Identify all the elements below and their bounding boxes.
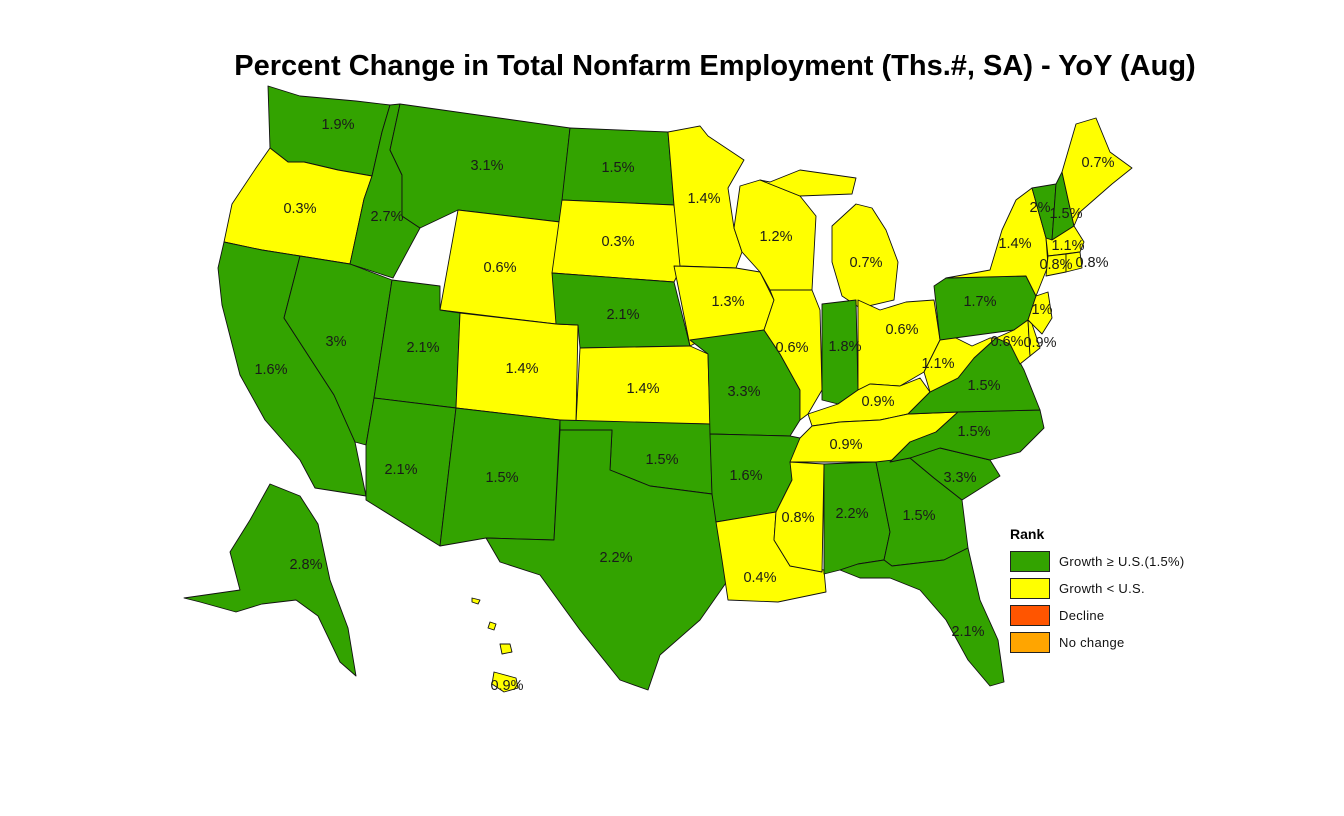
state-co [455, 312, 579, 423]
state-label-ky: 0.9% [861, 394, 894, 410]
state-az [365, 397, 457, 547]
legend-swatch-growth-above-us [1010, 551, 1050, 572]
state-tx [485, 429, 729, 691]
state-ak [183, 483, 357, 677]
state-label-oh: 0.6% [885, 322, 918, 338]
state-fl [839, 547, 1005, 687]
state-label-ia: 1.3% [711, 294, 744, 310]
legend-swatch-growth-below-us [1010, 578, 1050, 599]
state-il [763, 289, 823, 421]
state-ms [773, 461, 825, 573]
legend-label: No change [1059, 635, 1125, 650]
state-label-co: 1.4% [505, 361, 538, 377]
state-me [1061, 117, 1133, 227]
state-label-nv: 3% [326, 334, 347, 350]
state-label-mo: 3.3% [727, 384, 760, 400]
legend-label: Decline [1059, 608, 1105, 623]
legend-item-growth-above-us: Growth ≥ U.S.(1.5%) [1010, 548, 1185, 575]
state-label-sd: 0.3% [601, 234, 634, 250]
state-label-nh: 1.5% [1049, 206, 1082, 222]
state-label-ms: 0.8% [781, 510, 814, 526]
state-label-ok: 1.5% [645, 452, 678, 468]
state-label-wy: 0.6% [483, 260, 516, 276]
state-label-de: 0.9% [1023, 335, 1056, 351]
state-label-id: 2.7% [370, 209, 403, 225]
map-title: Percent Change in Total Nonfarm Employme… [234, 50, 1196, 82]
state-label-ny: 1.4% [998, 236, 1031, 252]
legend-item-no-change: No change [1010, 629, 1185, 656]
state-label-la: 0.4% [743, 570, 776, 586]
state-label-tn: 0.9% [829, 437, 862, 453]
state-label-ar: 1.6% [729, 468, 762, 484]
state-label-ks: 1.4% [626, 381, 659, 397]
legend-label: Growth < U.S. [1059, 581, 1145, 596]
state-label-nm: 1.5% [485, 470, 518, 486]
state-label-sc: 3.3% [943, 470, 976, 486]
state-label-va: 1.5% [967, 378, 1000, 394]
legend-swatch-decline [1010, 605, 1050, 626]
state-label-nd: 1.5% [601, 160, 634, 176]
state-label-ak: 2.8% [289, 557, 322, 573]
state-label-hi: 0.9% [490, 678, 523, 694]
state-label-nc: 1.5% [957, 424, 990, 440]
state-label-il: 0.6% [775, 340, 808, 356]
state-label-mt: 3.1% [470, 158, 503, 174]
map-legend: Rank Growth ≥ U.S.(1.5%) Growth < U.S. D… [1010, 526, 1185, 656]
state-label-pa: 1.7% [963, 294, 996, 310]
legend-title: Rank [1010, 526, 1045, 542]
state-label-tx: 2.2% [599, 550, 632, 566]
legend-label: Growth ≥ U.S.(1.5%) [1059, 554, 1185, 569]
state-label-fl: 2.1% [951, 624, 984, 640]
state-label-ca: 1.6% [254, 362, 287, 378]
state-ri [1065, 251, 1083, 273]
state-hi [471, 597, 519, 693]
state-label-or: 0.3% [283, 201, 316, 217]
state-label-mn: 1.4% [687, 191, 720, 207]
legend-item-decline: Decline [1010, 602, 1185, 629]
state-label-ut: 2.1% [406, 340, 439, 356]
state-label-ga: 1.5% [902, 508, 935, 524]
state-label-me: 0.7% [1081, 155, 1114, 171]
state-label-vt: 2% [1030, 200, 1051, 216]
state-label-wa: 1.9% [321, 117, 354, 133]
state-label-ne: 2.1% [606, 307, 639, 323]
legend-item-growth-below-us: Growth < U.S. [1010, 575, 1185, 602]
state-label-md: 0.6% [990, 334, 1023, 350]
state-label-ct: 0.8% [1039, 257, 1072, 273]
state-label-az: 2.1% [384, 462, 417, 478]
state-label-in: 1.8% [828, 339, 861, 355]
state-mi [759, 169, 899, 309]
state-label-wv: 1.1% [921, 356, 954, 372]
state-de [1027, 319, 1041, 357]
state-label-mi: 0.7% [849, 255, 882, 271]
legend-swatch-no-change [1010, 632, 1050, 653]
state-label-wi: 1.2% [759, 229, 792, 245]
state-label-al: 2.2% [835, 506, 868, 522]
state-label-ma: 1.1% [1051, 238, 1084, 254]
state-label-nj: 1% [1032, 302, 1053, 318]
state-label-ri: 0.8% [1075, 255, 1108, 271]
state-nc [889, 409, 1045, 463]
